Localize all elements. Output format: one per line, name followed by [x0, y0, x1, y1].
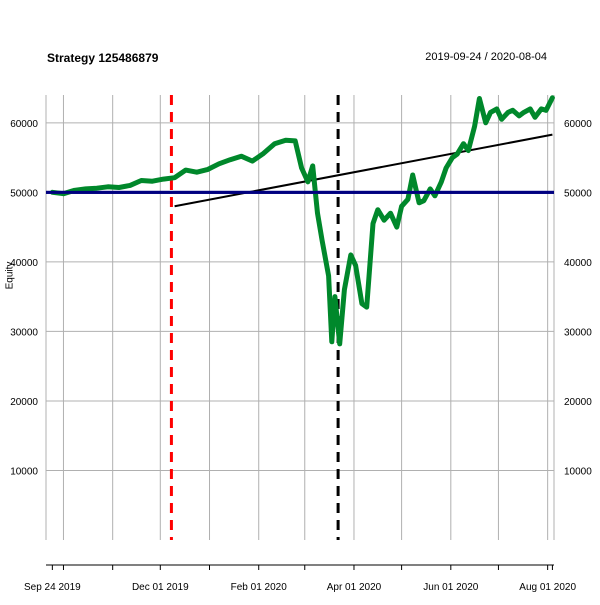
x-tick-label: Dec 01 2019: [132, 582, 189, 593]
x-tick-label: Jun 01 2020: [423, 582, 478, 593]
y-tick-label-right: 20000: [564, 397, 592, 408]
y-tick-label-right: 10000: [564, 466, 592, 477]
y-tick-label-right: 50000: [564, 188, 592, 199]
x-tick-label: Feb 01 2020: [231, 582, 288, 593]
x-tick-label: Apr 01 2020: [327, 582, 382, 593]
y-axis-label: Equity: [4, 261, 16, 290]
y-tick-label-right: 60000: [564, 119, 592, 130]
y-tick-label-left: 50000: [10, 188, 38, 199]
y-tick-label-left: 30000: [10, 327, 38, 338]
chart-title: Strategy 125486879: [47, 51, 159, 65]
y-tick-label-right: 30000: [564, 327, 592, 338]
y-tick-label-left: 60000: [10, 119, 38, 130]
y-tick-label-left: 40000: [10, 258, 38, 269]
trend-line: [174, 133, 553, 208]
y-tick-label-left: 20000: [10, 397, 38, 408]
x-tick-label: Sep 24 2019: [24, 582, 81, 593]
x-tick-label: Aug 01 2020: [519, 582, 576, 593]
equity-series-line: [49, 95, 555, 347]
date-range: 2019-09-24 / 2020-08-04: [425, 51, 547, 63]
y-tick-label-right: 40000: [564, 258, 592, 269]
y-tick-label-left: 10000: [10, 466, 38, 477]
